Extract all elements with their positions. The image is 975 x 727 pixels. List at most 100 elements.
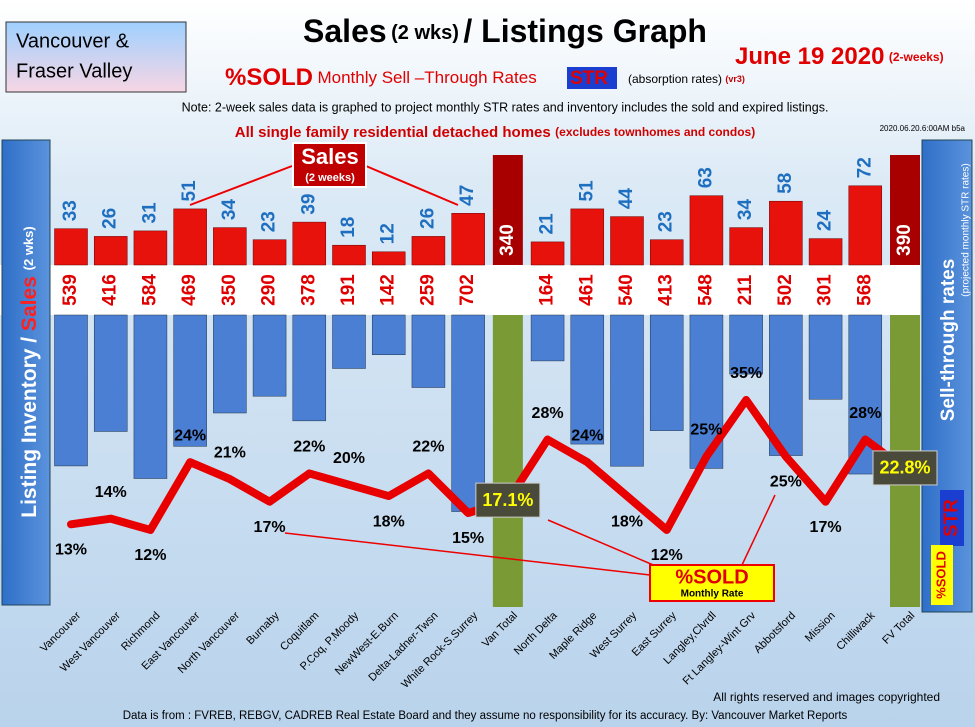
str-label: 17% — [254, 519, 286, 536]
callout-title: Sales — [301, 144, 359, 169]
sales-label: 21 — [537, 213, 558, 235]
title-rest: / Listings Graph — [463, 13, 707, 49]
right-axis-note: (projected monthly STR rates) — [961, 163, 972, 296]
sales-label: 24 — [815, 210, 836, 232]
sales-label: 34 — [735, 199, 756, 221]
listings-label: 164 — [537, 274, 558, 306]
str-label: 17.1% — [482, 490, 533, 510]
listings-label: 301 — [815, 274, 836, 306]
sales-bar — [173, 208, 207, 266]
sales-bar — [133, 230, 168, 266]
listings-label: 702 — [457, 274, 478, 306]
source: Data is from : FVREB, REBGV, CADREB Real… — [123, 710, 848, 722]
str-label: 24% — [174, 427, 206, 444]
listings-label: 211 — [735, 274, 756, 305]
str-label: 28% — [532, 405, 564, 422]
left-axis-title: Listing Inventory / Sales (2 wks) — [18, 226, 41, 518]
subtitle-rates: Monthly Sell –Through Rates — [317, 68, 536, 87]
sales-label: 23 — [259, 211, 280, 232]
region-box — [5, 21, 187, 93]
str-label: 12% — [651, 547, 683, 564]
note: Note: 2-week sales data is graphed to pr… — [182, 100, 829, 114]
listings-label: 3,708 — [894, 266, 915, 314]
str-label: 14% — [95, 484, 127, 501]
sales-label: 26 — [100, 208, 121, 229]
listings-bar — [371, 314, 406, 356]
str-label: 25% — [690, 422, 722, 439]
listings-bar — [808, 314, 843, 400]
listings-bar — [492, 315, 523, 607]
sales-bar — [213, 227, 247, 266]
listings-label: 4,320 — [497, 266, 518, 314]
sales-bar — [649, 239, 684, 266]
listings-bar — [332, 314, 366, 369]
listings-bar — [729, 314, 763, 375]
left-axis-period: (2 wks) — [21, 226, 36, 270]
title-small: (2 wks) — [391, 22, 459, 44]
arrow — [547, 519, 666, 571]
str-label: 25% — [770, 474, 802, 491]
sales-label: 340 — [497, 224, 518, 256]
sales-label: 31 — [139, 202, 160, 224]
sales-label: 51 — [179, 180, 200, 202]
left-axis-panel — [1, 139, 51, 606]
listings-bar — [292, 314, 327, 422]
str-badge — [940, 490, 964, 546]
listings-label: 378 — [298, 274, 319, 306]
listings-bar — [54, 314, 88, 467]
scope: All single family residential detached h… — [235, 124, 755, 141]
sales-label: 23 — [656, 211, 677, 232]
callout-box — [649, 564, 775, 602]
sales-label: 47 — [457, 185, 478, 206]
stamp: 2020.06.20.6:00AM b5a — [880, 124, 966, 133]
left-axis-sales: Sales — [18, 276, 41, 331]
sales-bar — [848, 185, 883, 266]
sales-bar — [371, 251, 406, 266]
sales-bar — [570, 208, 605, 266]
sales-label: 39 — [298, 194, 319, 215]
str-label: 17% — [810, 519, 842, 536]
sales-label: 34 — [219, 199, 240, 221]
date-note: (2-weeks) — [889, 50, 944, 64]
sales-bar — [252, 239, 287, 266]
listings-bar — [649, 314, 684, 431]
sales-label: 51 — [576, 180, 597, 202]
listings-bar — [530, 314, 565, 362]
str-label: 22.8% — [879, 458, 930, 478]
callout-note: Monthly Rate — [681, 589, 744, 600]
subtitle-str: STR — [570, 68, 608, 89]
subtitle-sold: %SOLD — [225, 64, 313, 91]
str-box — [475, 482, 541, 518]
listings-bar — [252, 314, 287, 397]
sales-bar — [54, 228, 88, 266]
arrow — [189, 165, 293, 206]
subtitle-version: (vr3) — [725, 74, 745, 84]
listings-label: 469 — [179, 274, 200, 306]
sales-bar — [530, 241, 565, 266]
region: Vancouver & — [16, 30, 130, 52]
label-band — [0, 265, 920, 315]
right-axis-sold: %SOLD — [933, 551, 948, 599]
scope-note: (excludes townhomes and condos) — [555, 125, 755, 139]
date: June 19 2020 (2-weeks) — [735, 43, 944, 70]
sales-label: 72 — [854, 157, 875, 178]
arrow — [365, 165, 459, 206]
sold-callout: %SOLD Monthly Rate — [284, 494, 776, 602]
sales-bar — [292, 221, 327, 266]
sales-bar — [689, 195, 724, 266]
left-axis-inventory: Listing Inventory / — [18, 337, 41, 518]
title: Sales (2 wks) / Listings Graph — [303, 13, 707, 49]
subtitle: %SOLD Monthly Sell –Through Rates — [225, 64, 537, 91]
listings-label: 548 — [695, 274, 716, 306]
right-axis-str: STR — [941, 499, 962, 537]
callout-title: %SOLD — [675, 566, 748, 588]
str-label: 20% — [333, 450, 365, 467]
sales-label: 18 — [338, 217, 359, 238]
listings-label: 191 — [338, 274, 359, 306]
sales-bar — [451, 213, 485, 266]
str-label: 21% — [214, 444, 246, 461]
listings-label: 461 — [576, 274, 597, 306]
listings-label: 502 — [775, 274, 796, 306]
listings-bar — [133, 314, 168, 479]
